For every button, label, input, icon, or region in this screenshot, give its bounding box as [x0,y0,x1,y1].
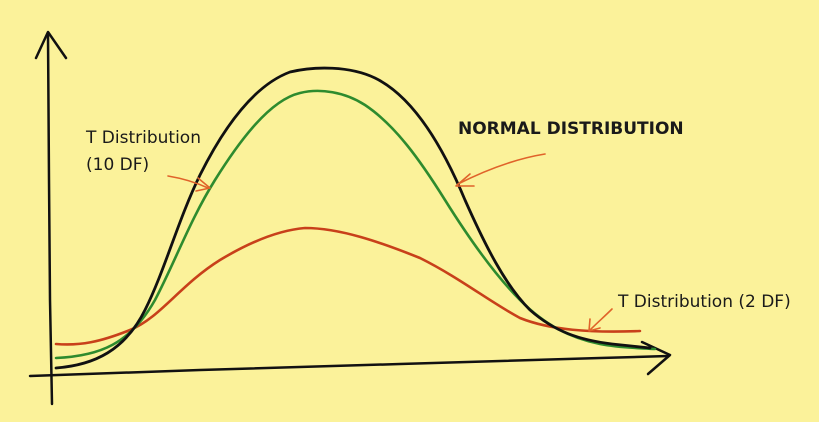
x-axis [28,354,670,378]
axes [28,30,672,406]
normal-pointer-arrow-icon [457,153,546,185]
t2-label: T Distribution (2 DF) [617,292,791,312]
normal-pointer-arrowhead-icon [455,173,475,187]
y-axis-arrow-icon [34,30,68,60]
y-axis [46,33,54,406]
pointer-arrows [167,153,613,332]
t2-pointer-arrowhead-icon [588,318,601,332]
t10-pointer-arrowhead-icon [195,177,211,192]
t10-label-line2: (10 DF) [86,155,149,175]
t2-pointer-arrow-icon [589,308,613,331]
t10-label-line1: T Distribution [85,128,201,148]
t10-pointer-arrow-icon [167,175,209,189]
x-axis-arrow-icon [640,340,672,376]
normal-label: NORMAL DISTRIBUTION [458,119,684,139]
normal-curve [54,66,652,370]
